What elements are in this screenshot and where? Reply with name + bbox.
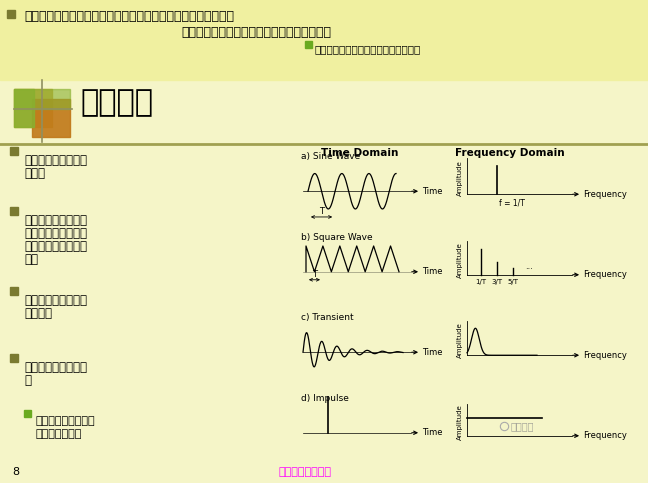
Bar: [14, 89, 52, 127]
Text: 根谱线: 根谱线: [24, 167, 45, 180]
Text: b) Square Wave: b) Square Wave: [301, 233, 373, 242]
Text: 射频电路测试原理: 射频电路测试原理: [279, 467, 332, 477]
Text: Frequency Domain: Frequency Domain: [455, 148, 565, 158]
Text: Frequency: Frequency: [583, 351, 627, 360]
Text: 典型例子: 典型例子: [80, 88, 153, 117]
Bar: [24, 410, 31, 417]
Text: T: T: [319, 207, 324, 216]
Bar: [10, 354, 18, 362]
Text: 频谱分析如果用于信号，则是频谱分析仪的主要功能；如果用于: 频谱分析如果用于信号，则是频谱分析仪的主要功能；如果用于: [24, 10, 234, 23]
Text: d) Impulse: d) Impulse: [301, 394, 349, 403]
Text: Frequency: Frequency: [583, 190, 627, 199]
Text: Amplitude: Amplitude: [457, 322, 463, 358]
Text: 分析网络系统，则是网络分析仪的主要功能。: 分析网络系统，则是网络分析仪的主要功能。: [181, 26, 331, 39]
Text: 根谱线，谱线间的距: 根谱线，谱线间的距: [24, 227, 87, 240]
Text: c) Transient: c) Transient: [301, 313, 354, 323]
Text: 时域分析仪器对应示波器和时域反射计: 时域分析仪器对应示波器和时域反射计: [314, 44, 421, 54]
Text: 明伟笔谈: 明伟笔谈: [510, 421, 534, 431]
Bar: [0, 0, 648, 80]
Bar: [10, 287, 18, 295]
Text: 能产生一个冲击: 能产生一个冲击: [36, 429, 82, 439]
Text: Amplitude: Amplitude: [457, 404, 463, 440]
Text: 正弦波在频域内是一: 正弦波在频域内是一: [24, 154, 87, 167]
Bar: [14, 89, 34, 127]
Text: 倒数: 倒数: [24, 253, 38, 266]
Bar: [305, 41, 312, 48]
Text: 是连续的: 是连续的: [24, 307, 52, 320]
Text: 1/T: 1/T: [476, 279, 487, 285]
Bar: [14, 89, 70, 109]
Bar: [32, 99, 70, 137]
Text: Time: Time: [422, 428, 443, 437]
Text: Amplitude: Amplitude: [457, 242, 463, 278]
Text: 需要无穷大的能量才: 需要无穷大的能量才: [36, 416, 96, 426]
Text: f = 1/T: f = 1/T: [499, 198, 525, 207]
Text: 的: 的: [24, 374, 31, 387]
Text: Time: Time: [422, 267, 443, 276]
Bar: [7, 10, 15, 18]
Text: Amplitude: Amplitude: [457, 160, 463, 196]
Text: 离固定为方波周期的: 离固定为方波周期的: [24, 240, 87, 253]
Text: a) Sine Wave: a) Sine Wave: [301, 153, 360, 161]
Text: Frequency: Frequency: [583, 431, 627, 440]
Text: 一个瞬变过程的频谱: 一个瞬变过程的频谱: [24, 294, 87, 307]
Text: Time: Time: [422, 187, 443, 196]
Bar: [10, 147, 18, 155]
Text: Time: Time: [422, 348, 443, 357]
Bar: [10, 207, 18, 215]
Text: 8: 8: [12, 467, 19, 477]
Text: 冲击函数的频谱是平: 冲击函数的频谱是平: [24, 361, 87, 374]
Text: 5/T: 5/T: [507, 279, 518, 285]
Text: T: T: [312, 270, 317, 279]
Text: Frequency: Frequency: [583, 270, 627, 279]
Text: Time Domain: Time Domain: [321, 148, 399, 158]
Text: 3/T: 3/T: [491, 279, 503, 285]
Text: ···: ···: [525, 265, 533, 274]
Text: 方波在频域内是无穷: 方波在频域内是无穷: [24, 214, 87, 227]
